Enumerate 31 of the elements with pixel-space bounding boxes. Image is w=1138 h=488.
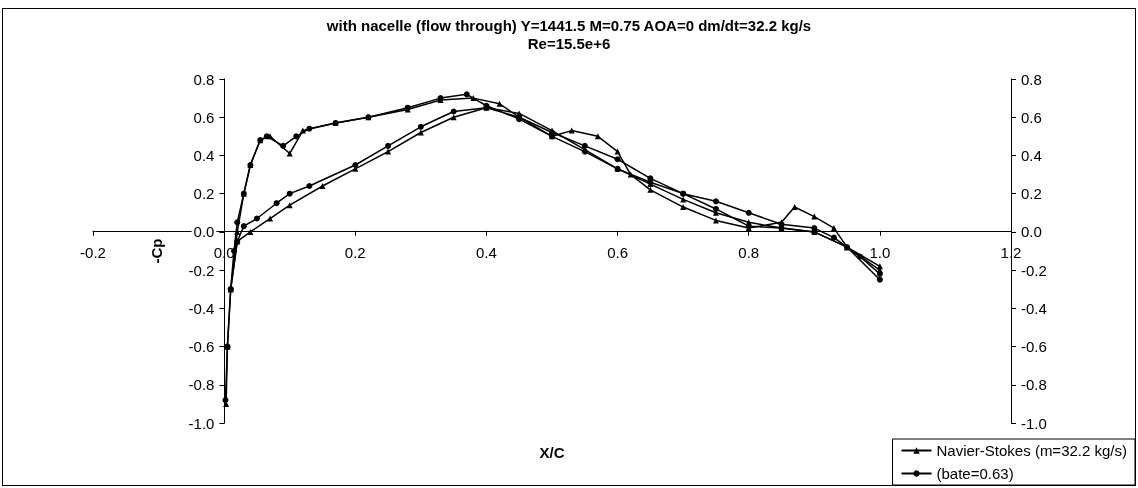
y2-tick-label: -0.2	[1021, 261, 1047, 279]
y2-tick-label: 0.8	[1021, 70, 1042, 88]
y-tick-label: 0.0	[193, 223, 215, 241]
y2-tick-label: -0.8	[1021, 376, 1047, 394]
x-tick-label: -0.2	[80, 243, 106, 261]
legend-label: (bate=0.63)	[936, 465, 1014, 482]
y-tick-label: -0.4	[188, 299, 215, 317]
y-tick-label: 0.2	[193, 185, 215, 203]
y2-tick-label: 0.4	[1021, 146, 1042, 164]
y-tick-label: -0.8	[188, 376, 215, 394]
y-tick-label: -0.6	[188, 338, 215, 356]
y2-tick-label: 0.2	[1021, 185, 1042, 203]
chart-title: with nacelle (flow through) Y=1441.5 M=0.75 AOA=0 dm/dt=32.2 kg/s Re=15.5e+6	[325, 16, 812, 52]
x-tick-label: 0.4	[476, 243, 497, 261]
legend-label: Navier-Stokes (m=32.2 kg/s)	[936, 442, 1127, 459]
x-tick-label: 0.6	[607, 243, 628, 261]
x-tick-label: 1.0	[869, 243, 891, 261]
x-axis-title: X/C	[539, 444, 565, 461]
y2-tick-label: -1.0	[1021, 414, 1047, 432]
y-tick-label: 0.6	[193, 108, 215, 126]
y-axis-title: -Cp	[148, 238, 166, 264]
y-tick-label: -1.0	[188, 414, 215, 432]
y2-tick-label: -0.4	[1021, 299, 1047, 317]
y2-tick-label: -0.6	[1021, 338, 1047, 356]
y2-tick-label: 0.0	[1021, 223, 1042, 241]
y2-tick-label: 0.6	[1021, 108, 1042, 126]
y-tick-label: 0.8	[193, 70, 215, 88]
x-tick-label: 0.2	[344, 243, 366, 261]
x-tick-label: 0.8	[738, 243, 760, 261]
y-tick-label: -0.2	[188, 261, 215, 279]
y-tick-label: 0.4	[193, 146, 215, 164]
